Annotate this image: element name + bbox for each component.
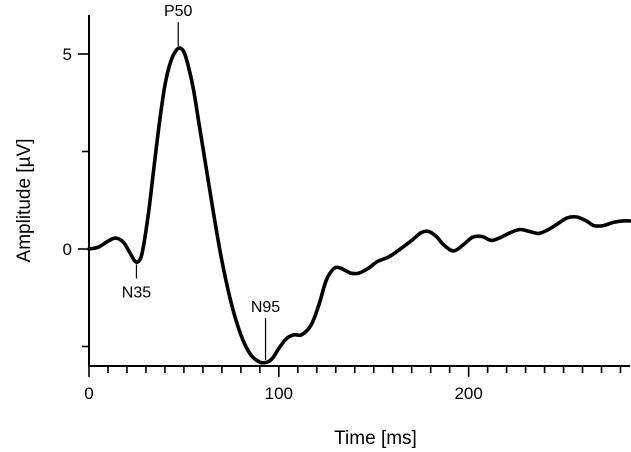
- peak-annotations: P50 N35 N95: [122, 3, 280, 361]
- axis-tick-labels: 0 100 200 0 5: [63, 45, 483, 403]
- y-tick-label: 0: [63, 240, 72, 259]
- y-axis-title: Amplitude [µV]: [14, 139, 35, 263]
- peak-label-p50: P50: [164, 3, 193, 20]
- peak-label-n95: N95: [251, 299, 280, 316]
- x-axis-title: Time [ms]: [334, 428, 417, 449]
- peak-label-n35: N35: [122, 284, 151, 301]
- axis-ticks: [78, 53, 622, 377]
- x-tick-label: 200: [454, 384, 482, 403]
- x-tick-label: 100: [265, 384, 293, 403]
- y-tick-label: 5: [63, 45, 72, 64]
- amplitude-trace: [87, 46, 631, 365]
- x-tick-label: 0: [84, 384, 93, 403]
